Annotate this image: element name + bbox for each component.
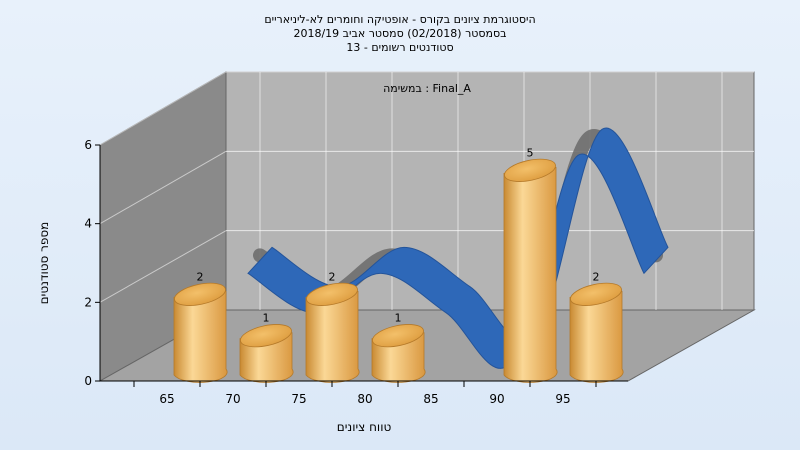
bar-top [240,324,292,348]
x-tick-label: 70 [225,392,240,406]
y-tick-label: 0 [84,374,92,388]
bar-top [174,282,226,306]
side-gridline [99,150,227,225]
bar-body [305,290,360,383]
y-tick-label: 2 [84,295,92,309]
bar [569,282,624,383]
bar-group [173,158,624,383]
bar-top [570,282,622,306]
bar-top [306,282,358,306]
x-tick-label: 85 [423,392,438,406]
side-gridline [99,71,227,146]
x-tick-label: 90 [489,392,504,406]
bar-value-label: 1 [263,312,270,325]
bar-value-label: 2 [197,270,204,283]
bar-value-label: 5 [527,146,534,159]
bar-value-label: 2 [329,270,336,283]
chart-title-line-2: בסמסטר (02/2018) סמסטר אביב 2018/19 [293,27,507,40]
trend-ribbon-front [247,127,669,369]
bar-top [504,158,556,182]
x-axis-label: טווח ציונים [337,420,392,434]
bar-body [503,166,558,383]
chart-axes: 0 2 4 6 65 70 75 80 85 90 95 [84,138,628,406]
bar [305,282,360,383]
bar-top [372,324,424,348]
bar-value-label: 2 [593,270,600,283]
bar [173,282,228,383]
chart-title-line-1: היסטוגרמת ציונים בקורס - אופטיקה וחומרים… [264,13,536,26]
y-tick-label: 6 [84,138,92,152]
x-tick-label: 95 [555,392,570,406]
bar-value-label: 1 [395,312,402,325]
bar [503,158,558,383]
y-tick-label: 4 [84,217,92,231]
x-tick-label: 75 [291,392,306,406]
value-labels: 2 1 2 1 5 2 [197,146,600,324]
bar-body [173,290,228,383]
y-axis-label: מספר סטודנטים [37,222,51,305]
side-gridline [99,230,227,303]
x-tick-label: 80 [357,392,372,406]
bar-body [569,290,624,383]
chart-title-line-3: סטודנטים רשומים - 13 [346,41,454,54]
task-annotation: במשימה : Final_A [383,82,471,95]
x-tick-label: 65 [159,392,174,406]
bar [371,324,426,383]
bar [239,324,294,383]
